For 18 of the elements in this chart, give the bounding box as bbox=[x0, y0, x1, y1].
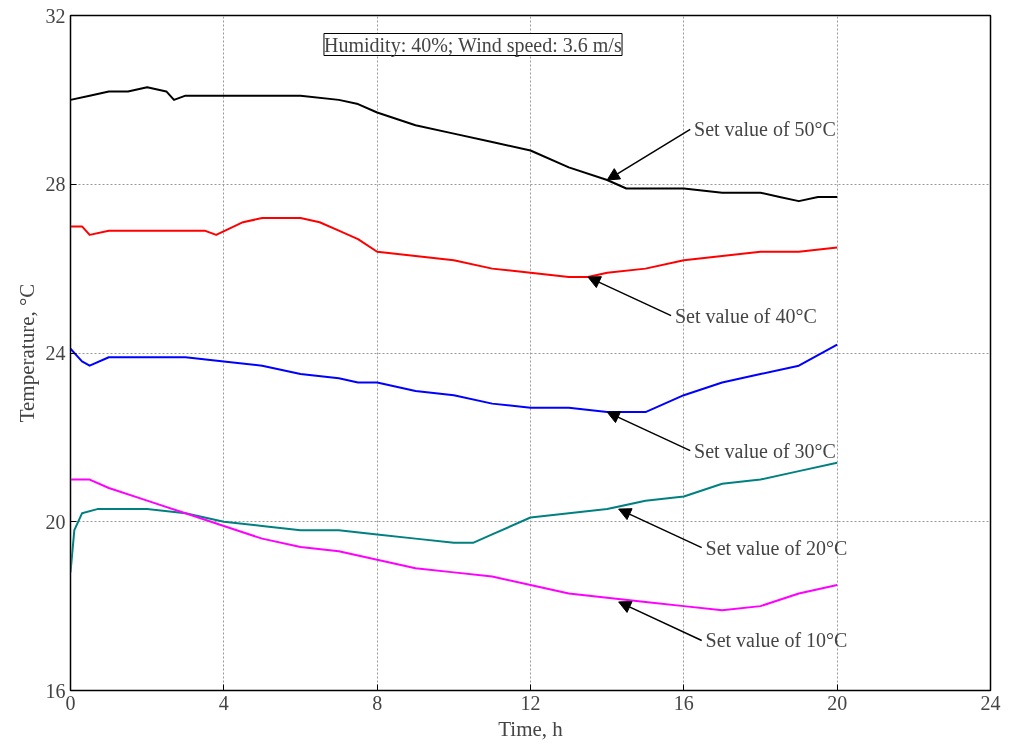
annotation: Set value of 30°C bbox=[694, 439, 836, 462]
annotation: Set value of 40°C bbox=[674, 304, 817, 327]
x-tick-label: 0 bbox=[65, 691, 76, 714]
x-axis-title: Time, h bbox=[498, 716, 564, 741]
y-tick-label: 28 bbox=[45, 173, 66, 196]
y-axis-title: Temperature, °C bbox=[14, 283, 39, 423]
annotation: Set value of 10°C bbox=[705, 629, 848, 652]
y-tick-label: 32 bbox=[45, 4, 66, 27]
annotation: Set value of 50°C bbox=[694, 118, 836, 141]
x-tick-label: 8 bbox=[372, 691, 383, 714]
y-tick-label: 20 bbox=[45, 510, 66, 533]
x-tick-label: 20 bbox=[827, 691, 848, 714]
x-tick-label: 12 bbox=[520, 691, 541, 714]
x-tick-label: 24 bbox=[980, 691, 1001, 714]
x-tick-label: 16 bbox=[673, 691, 694, 714]
x-tick-label: 4 bbox=[218, 691, 229, 714]
y-tick-label: 24 bbox=[45, 342, 66, 364]
annotation: Set value of 20°C bbox=[705, 536, 848, 559]
